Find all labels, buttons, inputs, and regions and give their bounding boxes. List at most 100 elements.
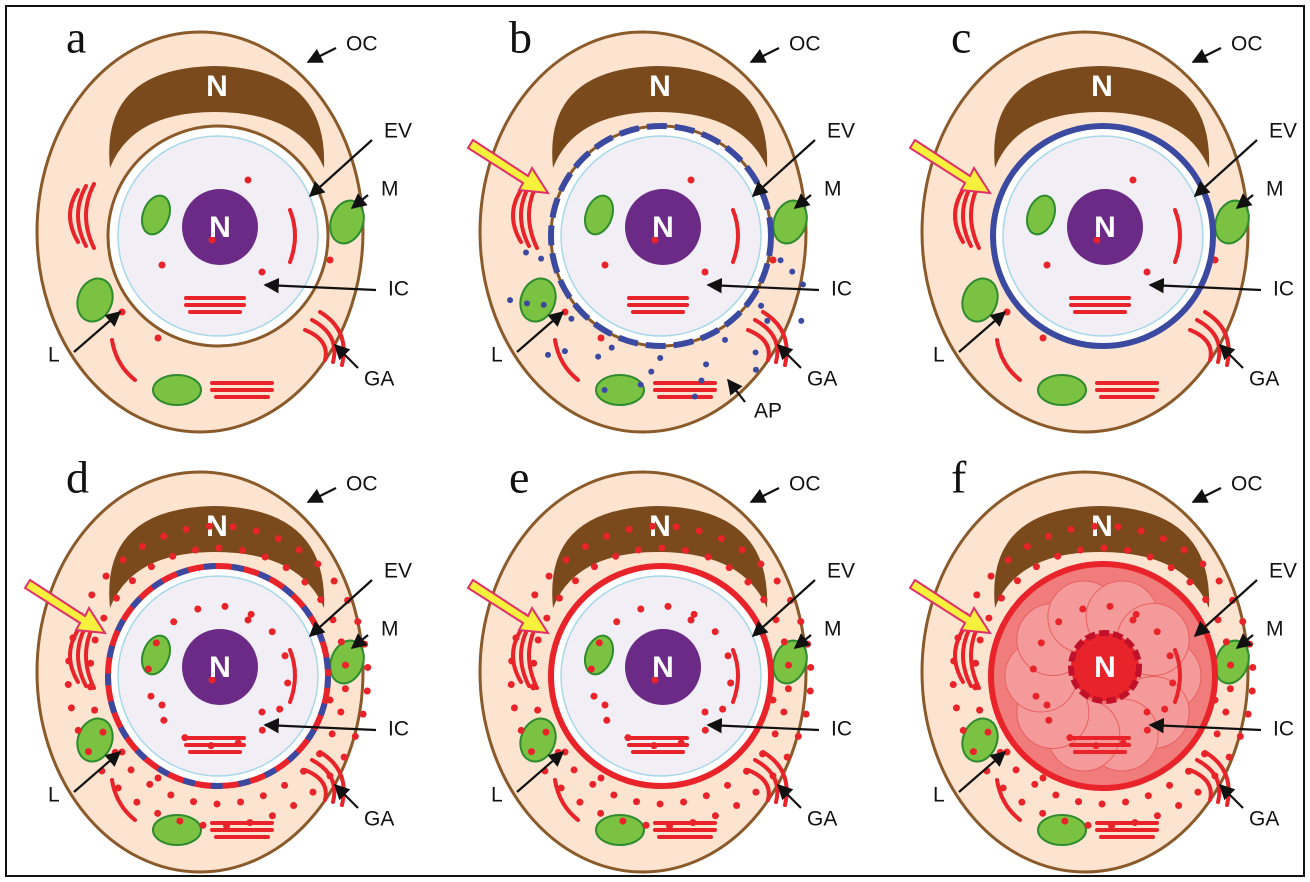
panel-letter: c xyxy=(951,12,971,63)
organelle-label: GA xyxy=(1249,808,1279,831)
particle xyxy=(603,533,610,540)
particle xyxy=(284,679,291,686)
particle xyxy=(1167,652,1174,659)
panel-letter: d xyxy=(66,452,89,503)
particle xyxy=(190,798,197,805)
particle xyxy=(651,742,658,749)
nucleus-label: N xyxy=(1091,70,1113,103)
organelle-label: OC xyxy=(346,473,378,496)
particle xyxy=(239,547,246,554)
particle xyxy=(657,355,663,361)
particle xyxy=(115,784,122,791)
particle xyxy=(712,628,719,635)
particle xyxy=(1032,693,1039,700)
particle xyxy=(950,681,957,688)
particle xyxy=(1249,687,1256,694)
particle xyxy=(950,658,957,665)
particle xyxy=(702,727,709,734)
particle xyxy=(183,526,190,533)
pointer-arrow xyxy=(1193,488,1221,502)
particle xyxy=(276,706,283,713)
particle xyxy=(68,704,75,711)
lysosome xyxy=(598,335,605,342)
particle xyxy=(1039,810,1046,817)
particle xyxy=(800,282,806,288)
particle xyxy=(87,683,94,690)
particle xyxy=(1186,579,1193,586)
particle xyxy=(154,810,161,817)
particle xyxy=(282,652,289,659)
pointer-arrow xyxy=(751,48,779,62)
organelle-label: L xyxy=(491,784,503,807)
particle xyxy=(1227,685,1234,692)
particle xyxy=(65,658,72,665)
particle xyxy=(546,573,553,580)
particle xyxy=(666,822,673,829)
particle xyxy=(778,257,784,263)
particle xyxy=(542,729,549,736)
particle xyxy=(331,578,338,585)
particle xyxy=(1045,533,1052,540)
particle xyxy=(785,662,792,669)
particle xyxy=(259,727,266,734)
nucleus-label: N xyxy=(652,651,674,684)
particle xyxy=(692,393,698,399)
particle xyxy=(648,369,654,375)
particle xyxy=(1108,822,1115,829)
particle xyxy=(563,556,570,563)
particle xyxy=(664,603,671,610)
particle xyxy=(972,683,979,690)
particle xyxy=(953,704,960,711)
particle xyxy=(635,547,642,554)
panel-letter: e xyxy=(509,452,529,503)
organelle-label: EV xyxy=(384,120,412,143)
nucleus-label: N xyxy=(649,70,671,103)
particle xyxy=(1114,523,1121,530)
particle xyxy=(789,269,795,275)
particle xyxy=(91,707,98,714)
particle xyxy=(1079,605,1086,612)
particle xyxy=(764,318,770,324)
particle xyxy=(128,766,135,773)
particle xyxy=(354,618,361,625)
particle xyxy=(597,810,604,817)
particle xyxy=(595,354,601,360)
particle xyxy=(215,545,222,552)
particle xyxy=(571,766,578,773)
particle xyxy=(698,377,704,383)
particle xyxy=(1085,822,1092,829)
organelle-label: IC xyxy=(388,718,409,741)
particle xyxy=(1245,711,1252,718)
particle xyxy=(316,750,323,757)
particle xyxy=(785,685,792,692)
pointer-arrow xyxy=(308,48,336,62)
mitochondrion xyxy=(153,375,201,405)
pointer-arrow xyxy=(778,785,801,808)
particle xyxy=(342,685,349,692)
lysosome xyxy=(155,335,162,342)
particle xyxy=(705,553,712,560)
particle xyxy=(954,634,961,641)
particle xyxy=(1168,564,1175,571)
particle xyxy=(1005,556,1012,563)
pointer-arrow xyxy=(778,345,801,368)
particle xyxy=(1154,812,1161,819)
particle xyxy=(976,707,983,714)
particle xyxy=(524,300,530,306)
particle xyxy=(558,784,565,791)
particle xyxy=(309,789,316,796)
particle xyxy=(596,639,603,646)
organelle-label: GA xyxy=(807,808,837,831)
particle xyxy=(133,799,140,806)
particle xyxy=(703,792,710,799)
lysosome xyxy=(770,257,777,264)
particle xyxy=(508,658,515,665)
particle xyxy=(727,679,734,686)
particle xyxy=(798,318,804,324)
pointer-arrow xyxy=(1193,48,1221,62)
particle xyxy=(1161,706,1168,713)
organelle-label: GA xyxy=(1249,368,1279,391)
particle xyxy=(724,782,731,789)
particle xyxy=(65,681,72,688)
